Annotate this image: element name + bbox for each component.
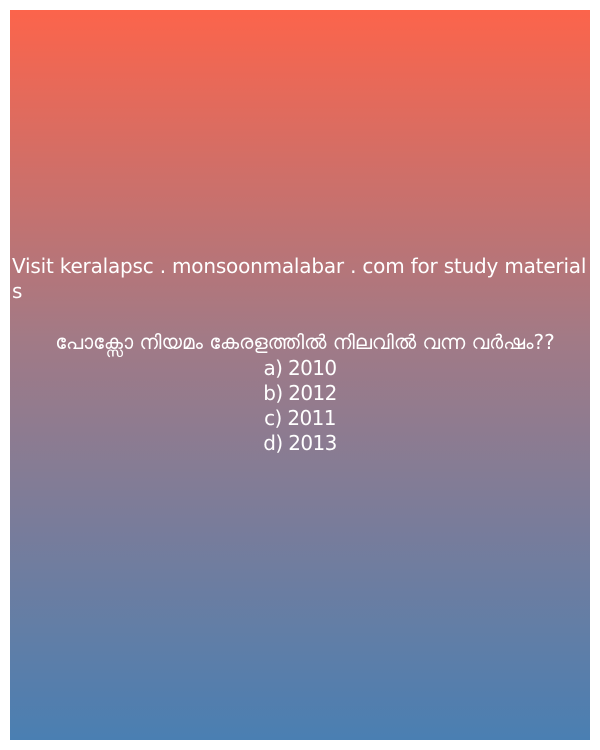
quiz-card: Visit keralapsc . monsoonmalabar . com f… <box>10 10 590 740</box>
promo-text: Visit keralapsc . monsoonmalabar . com f… <box>12 254 587 303</box>
option-d: d) 2013 <box>263 431 337 455</box>
option-c: c) 2011 <box>264 406 336 430</box>
option-a: a) 2010 <box>263 356 337 380</box>
quiz-content: Visit keralapsc . monsoonmalabar . com f… <box>10 254 590 456</box>
question-text: പോക്സോ നിയമം കേരളത്തിൽ നിലവിൽ വന്ന വർഷം?… <box>55 330 555 354</box>
answer-options: a) 2010 b) 2012 c) 2011 d) 2013 <box>10 356 590 456</box>
option-b: b) 2012 <box>263 381 337 405</box>
